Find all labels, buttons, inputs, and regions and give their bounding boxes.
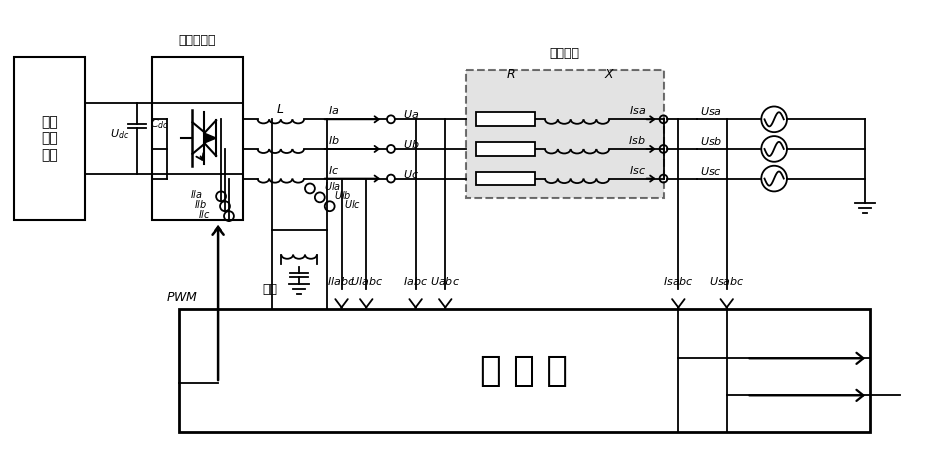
- Text: $Uabc$: $Uabc$: [431, 275, 460, 287]
- Text: $Ua$: $Ua$: [403, 108, 419, 120]
- Text: $Isabc$: $Isabc$: [663, 275, 694, 287]
- Bar: [476, 172, 535, 185]
- Text: $Usabc$: $Usabc$: [709, 275, 745, 287]
- Bar: [476, 112, 535, 126]
- Bar: [14, 57, 85, 220]
- Text: $Ilb$: $Ilb$: [194, 198, 207, 210]
- Polygon shape: [205, 133, 216, 143]
- Text: $C_{dc}$: $C_{dc}$: [150, 118, 169, 132]
- Text: $Ilabc$: $Ilabc$: [327, 275, 355, 287]
- Text: $Usb$: $Usb$: [700, 135, 723, 147]
- Text: $Iabc$: $Iabc$: [403, 275, 428, 287]
- Text: $Ulabc$: $Ulabc$: [350, 275, 383, 287]
- Bar: [466, 70, 663, 198]
- Text: $Usa$: $Usa$: [700, 106, 722, 118]
- Bar: [476, 142, 535, 156]
- Bar: [152, 57, 243, 220]
- Text: $R$: $R$: [506, 68, 515, 81]
- Text: $Ic$: $Ic$: [328, 164, 339, 176]
- Bar: [272, 230, 326, 309]
- Text: $Ilc$: $Ilc$: [198, 208, 211, 220]
- Text: $Ub$: $Ub$: [403, 138, 419, 150]
- Text: $U_{dc}$: $U_{dc}$: [110, 127, 129, 141]
- Text: $Usc$: $Usc$: [700, 165, 722, 176]
- Text: $Uc$: $Uc$: [403, 167, 418, 180]
- Text: $Ia$: $Ia$: [328, 105, 339, 116]
- Text: $Isc$: $Isc$: [629, 164, 645, 176]
- Text: 控 制 器: 控 制 器: [480, 354, 568, 387]
- Text: $PWM$: $PWM$: [166, 291, 198, 304]
- Text: $Ulc$: $Ulc$: [343, 198, 361, 210]
- Text: 光伏
系统
输出: 光伏 系统 输出: [41, 115, 58, 162]
- Text: $Isb$: $Isb$: [628, 134, 645, 146]
- Text: $Ib$: $Ib$: [327, 134, 339, 146]
- Text: 负荷: 负荷: [262, 283, 277, 296]
- Text: $X$: $X$: [604, 68, 615, 81]
- Bar: [179, 309, 870, 432]
- Text: 低压线路: 低压线路: [550, 47, 579, 60]
- Text: 功率变换器: 功率变换器: [179, 34, 216, 47]
- Text: $Ulb$: $Ulb$: [334, 189, 352, 201]
- Text: $Isa$: $Isa$: [629, 105, 645, 116]
- Text: $Ila$: $Ila$: [191, 189, 204, 200]
- Text: $L$: $L$: [276, 103, 285, 116]
- Text: $Ula$: $Ula$: [324, 180, 341, 193]
